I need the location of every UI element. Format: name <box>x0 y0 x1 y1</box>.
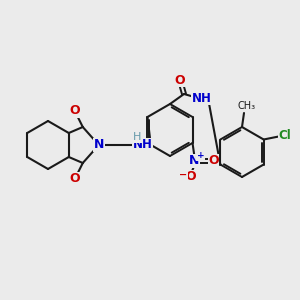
Text: O: O <box>70 172 80 185</box>
Text: H: H <box>133 132 141 142</box>
Text: CH₃: CH₃ <box>238 101 256 111</box>
Text: −: − <box>179 170 188 180</box>
Text: N: N <box>189 154 200 167</box>
Text: O: O <box>185 170 196 184</box>
Text: NH: NH <box>133 139 153 152</box>
Text: Cl: Cl <box>278 129 291 142</box>
Text: N: N <box>94 139 104 152</box>
Text: O: O <box>175 74 185 86</box>
Text: O: O <box>70 104 80 118</box>
Text: O: O <box>208 154 219 167</box>
Text: +: + <box>197 152 204 160</box>
Text: NH: NH <box>192 92 212 104</box>
